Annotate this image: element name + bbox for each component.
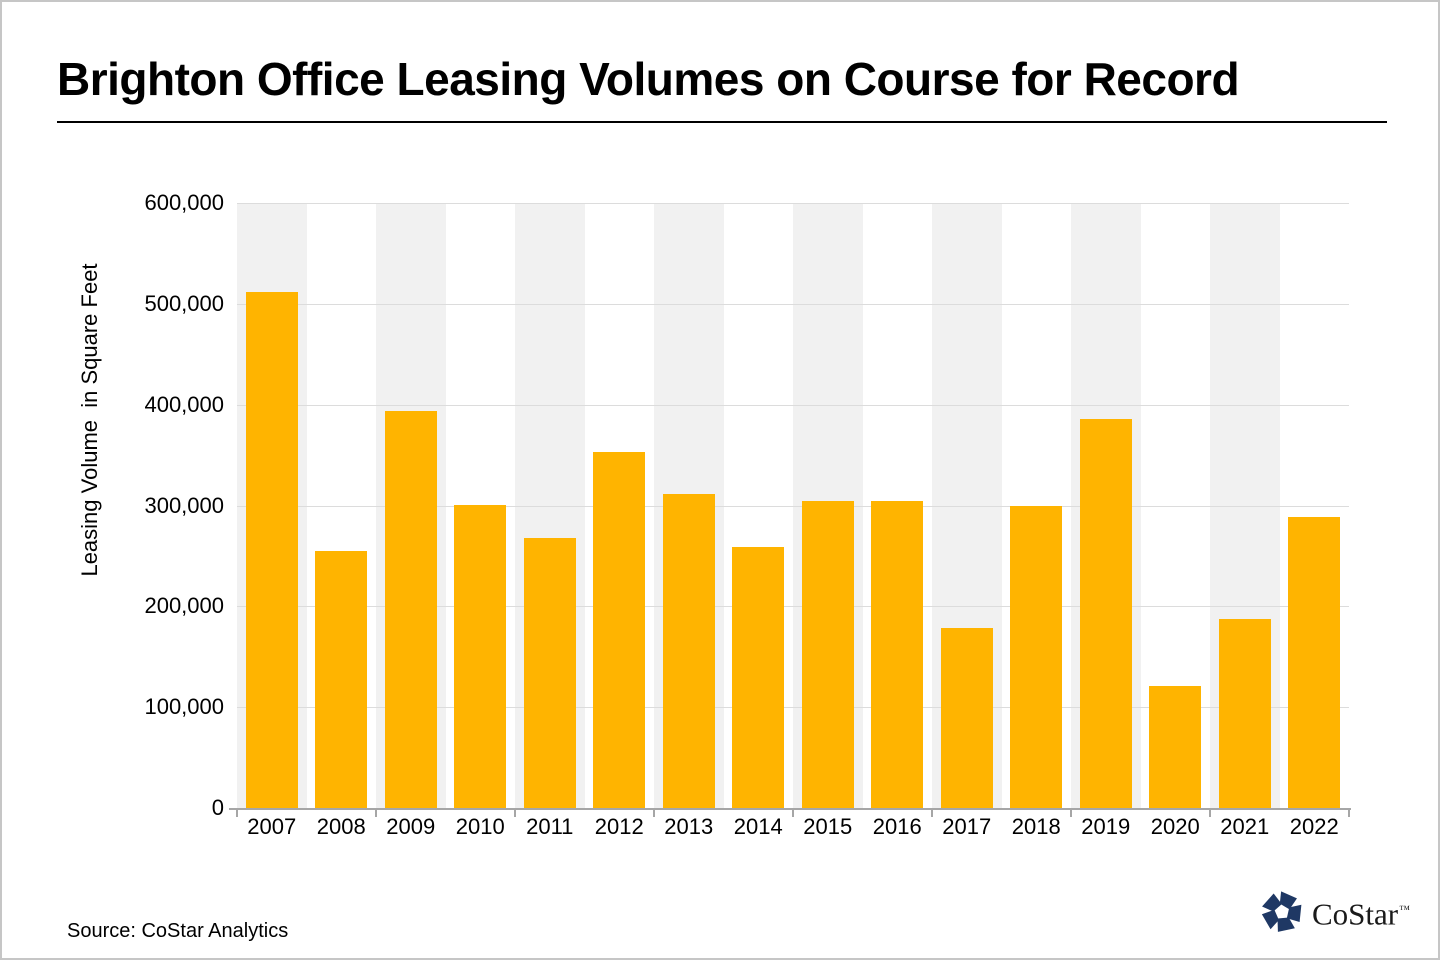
x-tick-label-2007: 2007 <box>247 814 297 839</box>
chart-title: Brighton Office Leasing Volumes on Cours… <box>57 53 1240 105</box>
x-axis-tick <box>653 810 655 817</box>
gridline-100000 <box>237 707 1349 709</box>
y-tick-label-600000: 600,000 <box>144 190 224 215</box>
bar-2009 <box>384 410 437 808</box>
bar-2011 <box>523 537 576 808</box>
bar-2013 <box>662 494 715 808</box>
gridline-400000 <box>237 404 1349 406</box>
gridline-500000 <box>237 303 1349 305</box>
costar-wordmark: CoStar™ <box>1312 896 1410 932</box>
trademark-symbol: ™ <box>1399 904 1410 916</box>
x-tick-label-2019: 2019 <box>1081 814 1131 839</box>
x-tick-label-2008: 2008 <box>316 814 366 839</box>
x-axis-tick <box>514 810 516 817</box>
bar-2022 <box>1288 516 1341 808</box>
x-tick-label-2021: 2021 <box>1220 814 1270 839</box>
bar-2014 <box>732 546 785 808</box>
x-tick-label-2012: 2012 <box>594 814 644 839</box>
x-tick-label-2022: 2022 <box>1289 814 1339 839</box>
y-tick-label-400000: 400,000 <box>144 391 224 417</box>
x-axis-tick <box>1348 810 1350 817</box>
bar-2012 <box>593 452 646 808</box>
costar-logo: CoStar™ <box>1260 888 1410 936</box>
y-axis-zero-tick <box>229 808 237 810</box>
y-axis-title: Leasing Volume in Square Feet <box>77 263 102 577</box>
plot-area <box>237 203 1349 808</box>
x-tick-label-2017: 2017 <box>942 814 992 839</box>
bar-2008 <box>315 550 368 808</box>
x-axis-tick <box>931 810 933 817</box>
x-tick-label-2020: 2020 <box>1150 814 1200 839</box>
bar-2007 <box>245 291 298 808</box>
gridline-300000 <box>237 505 1349 507</box>
x-tick-label-2014: 2014 <box>733 814 783 839</box>
x-tick-label-2011: 2011 <box>526 814 574 839</box>
bar-2021 <box>1218 619 1271 808</box>
y-tick-label-300000: 300,000 <box>144 492 224 518</box>
x-axis-tick <box>1209 810 1211 817</box>
y-tick-label-100000: 100,000 <box>144 694 224 720</box>
y-tick-label-200000: 200,000 <box>144 593 224 619</box>
x-axis-tick <box>1070 810 1072 817</box>
y-tick-label-500000: 500,000 <box>144 290 224 316</box>
bar-2010 <box>454 504 507 808</box>
gridline-200000 <box>237 606 1349 608</box>
x-axis-tick <box>375 810 377 817</box>
x-tick-label-2013: 2013 <box>664 814 714 839</box>
bar-2020 <box>1149 686 1202 808</box>
x-axis-tick <box>792 810 794 817</box>
bar-2016 <box>871 501 924 808</box>
bar-2019 <box>1079 418 1132 808</box>
x-tick-label-2010: 2010 <box>455 814 505 839</box>
title-divider-line <box>57 121 1387 123</box>
y-tick-label-0: 0 <box>211 795 224 820</box>
x-axis-line <box>237 808 1351 810</box>
bar-2015 <box>801 501 854 808</box>
x-tick-label-2016: 2016 <box>872 814 922 839</box>
gridline-600000 <box>237 203 1349 204</box>
x-tick-label-2018: 2018 <box>1011 814 1061 839</box>
x-tick-label-2015: 2015 <box>803 814 853 839</box>
bar-2017 <box>940 627 993 808</box>
bar-2018 <box>1010 505 1063 808</box>
x-tick-label-2009: 2009 <box>386 814 436 839</box>
source-note: Source: CoStar Analytics <box>67 920 289 942</box>
costar-pinwheel-icon <box>1261 891 1302 932</box>
x-axis-tick <box>236 810 238 817</box>
